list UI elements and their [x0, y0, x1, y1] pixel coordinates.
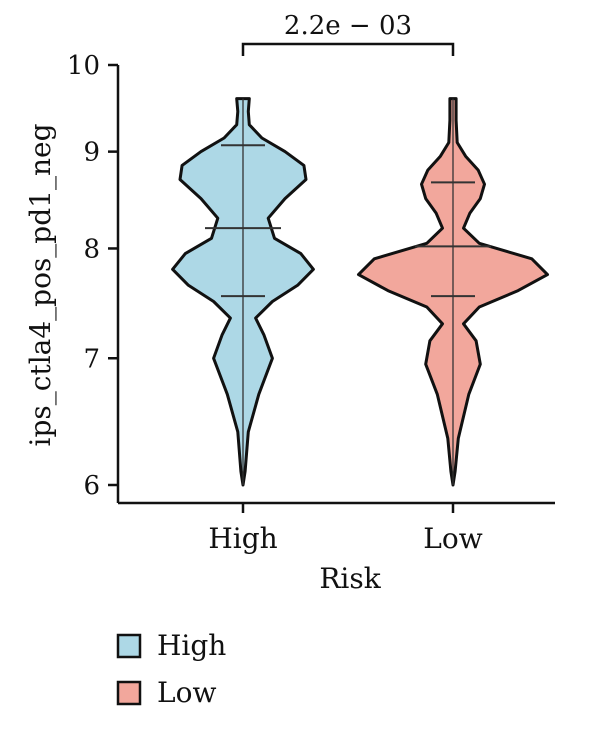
- y-tick-label: 8: [83, 234, 100, 264]
- legend-label-high: High: [157, 629, 226, 662]
- x-tick-label: Low: [423, 522, 482, 555]
- comparison-bracket: [241, 42, 455, 56]
- y-tick-label: 9: [83, 138, 100, 168]
- y-axis-title: ips_ctla4_pos_pd1_neg: [24, 123, 57, 446]
- x-tick-label: High: [208, 522, 277, 555]
- legend-label-low: Low: [157, 676, 216, 709]
- x-axis-title: Risk: [319, 562, 381, 595]
- p-value-label: 2.2e − 03: [284, 11, 412, 41]
- plot-area: 2.2e − 03: [171, 11, 549, 487]
- y-tick-label: 7: [83, 344, 100, 374]
- y-tick-label: 6: [83, 471, 100, 501]
- axes: 6 7 8 9 10 High Low Risk ips_ctla4_pos_pd1_neg: [24, 51, 555, 595]
- legend-swatch-high: [116, 633, 142, 659]
- legend: High Low: [116, 629, 226, 709]
- legend-swatch-low: [116, 680, 142, 706]
- y-tick-label: 10: [67, 51, 100, 81]
